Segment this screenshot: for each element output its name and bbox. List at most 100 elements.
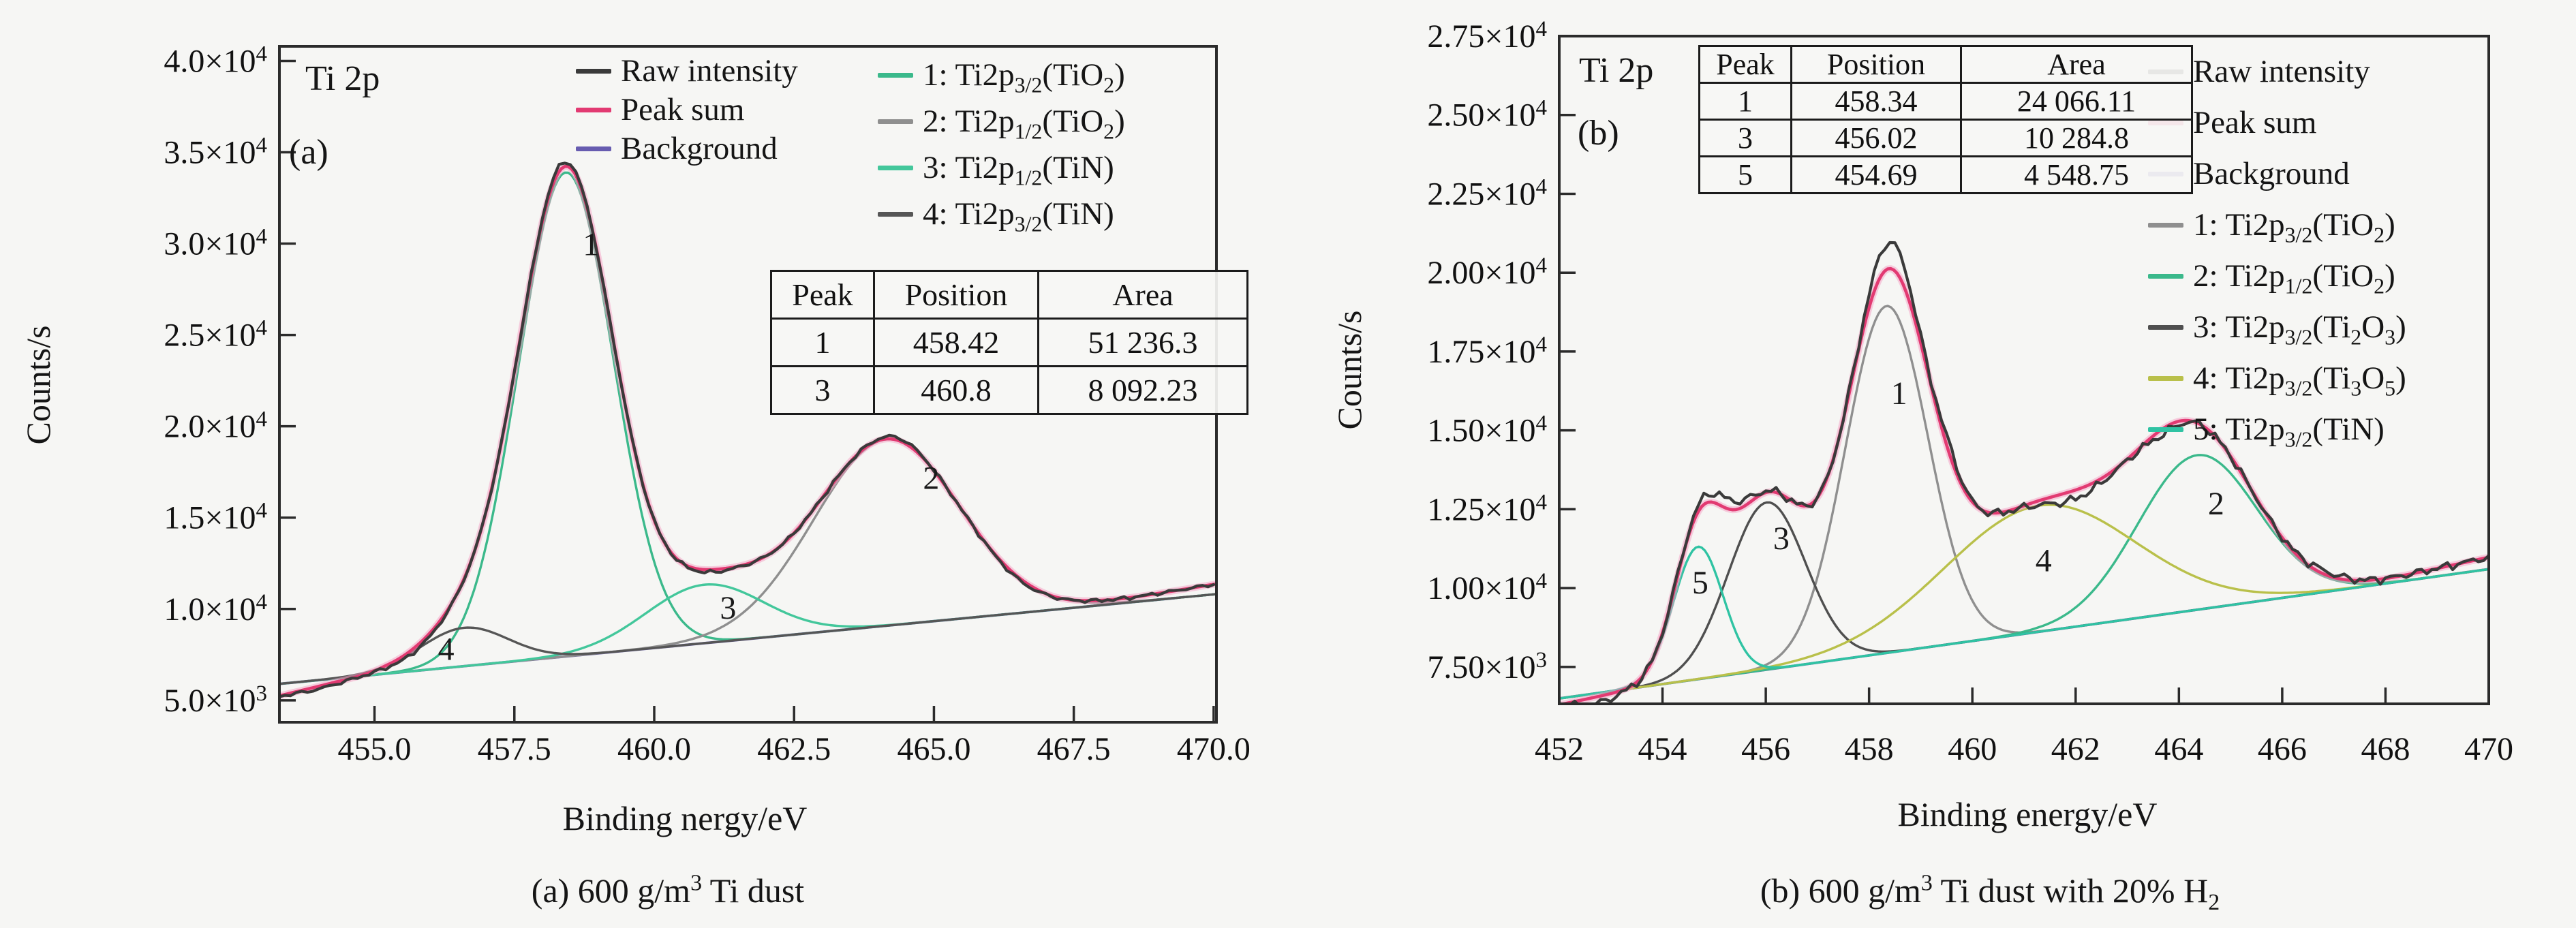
y-tick-label-b: 2.00×104​	[1427, 253, 1547, 291]
table-row: 5 454.69 4 548.75	[1698, 155, 2193, 194]
raw-intensity-line-b	[1559, 241, 2489, 704]
y-tick-label-a: 1.0×104​	[164, 590, 267, 628]
y-tick-label-b: 2.75×104​	[1427, 17, 1547, 55]
legend-item: Peak sum	[2148, 97, 2406, 149]
legend-item-label: Raw intensity	[2193, 54, 2370, 89]
table-cell: 3	[1698, 119, 1792, 157]
x-tick-label-a: 455.0	[338, 731, 412, 767]
table-header-position: Position	[873, 270, 1039, 320]
legend-line-swatch	[576, 146, 611, 151]
legend-item-label: Raw intensity	[621, 53, 798, 89]
legend-item: Raw intensity	[576, 52, 798, 91]
panel-tag-a: (a)	[289, 133, 328, 172]
table-cell: 8 092.23	[1037, 365, 1248, 415]
axes-box-b	[1558, 35, 2490, 705]
legend-column-a-0: Raw intensity Peak sum Background	[576, 52, 798, 168]
legend-item-label: 2: Ti2p1/2(TiO2)	[923, 103, 1125, 143]
legend-item-label: 3: Ti2p3/2(Ti2O3)	[2193, 309, 2406, 350]
legend-item-label: Peak sum	[621, 92, 745, 127]
x-tick-label-b: 468	[2361, 731, 2410, 767]
table-row: 3 460.8 8 092.23	[770, 365, 1248, 415]
x-tick-label-b: 458	[1845, 731, 1894, 767]
legend-item-label: 1: Ti2p3/2(TiO2)	[2193, 207, 2395, 247]
peak-sum-line-a	[279, 165, 1216, 698]
x-axis-label-b: Binding energy/eV	[1897, 795, 2158, 833]
table-row: 3 456.02 10 284.8	[1698, 119, 2193, 157]
legend-item: Peak sum	[576, 91, 798, 129]
legend-item: 5: Ti2p3/2(TiN)	[2148, 404, 2406, 455]
y-tick-label-b: 1.75×104​	[1427, 332, 1547, 370]
legend-item-label: 1: Ti2p3/2(TiO2)	[923, 57, 1125, 97]
legend-item: 4: Ti2p3/2(TiN)	[878, 191, 1125, 237]
legend-item: Raw intensity	[2148, 46, 2406, 97]
table-row: 1 458.34 24 066.11	[1698, 82, 2193, 121]
x-tick-label-a: 470.0	[1177, 731, 1251, 767]
legend-item-label: Background	[621, 131, 778, 166]
legend-item-label: Background	[2193, 156, 2350, 191]
legend-item-label: 4: Ti2p3/2(TiN)	[923, 196, 1114, 236]
y-tick-label-a: 4.0×104​	[164, 42, 267, 79]
component-5-line-b	[1559, 545, 2489, 700]
table-cell: 24 066.11	[1960, 82, 2193, 121]
x-tick-label-b: 466	[2258, 731, 2307, 767]
y-tick-label-a: 3.5×104​	[164, 134, 267, 171]
peak-label-4-a: 4	[438, 631, 455, 667]
legend-line-swatch	[2148, 274, 2183, 279]
raw-intensity-line-a	[279, 161, 1215, 698]
y-axis-label-a: Counts/s	[19, 325, 57, 445]
table-cell: 456.02	[1790, 119, 1962, 157]
table-cell: 10 284.8	[1960, 119, 2193, 157]
legend-item: 1: Ti2p3/2(TiO2)	[2148, 200, 2406, 251]
y-tick-label-a: 5.0×103​	[164, 681, 267, 719]
legend-line-swatch	[2148, 376, 2183, 381]
y-tick-label-b: 2.50×104​	[1427, 96, 1547, 134]
legend-item: 2: Ti2p1/2(TiO2)	[2148, 251, 2406, 302]
peak-label-5-b: 5	[1692, 565, 1708, 601]
legend-line-swatch	[878, 72, 913, 78]
x-axis-label-a: Binding nergy/eV	[562, 799, 808, 837]
legend-item: Background	[576, 129, 798, 168]
peak-label-3-b: 3	[1773, 521, 1790, 557]
legend-item: 3: Ti2p3/2(Ti2O3)	[2148, 302, 2406, 353]
plot-title-a: Ti 2p	[305, 59, 380, 98]
table-cell: 3	[770, 365, 875, 415]
table-header-peak: Peak	[770, 270, 875, 320]
x-tick-label-b: 462	[2051, 731, 2100, 767]
component-4-line-b	[1559, 504, 2489, 700]
peak-label-2-b: 2	[2208, 486, 2224, 522]
legend-item-label: 5: Ti2p3/2(TiN)	[2193, 412, 2385, 452]
legend-item: 2: Ti2p1/2(TiO2)	[878, 98, 1125, 144]
table-header-area: Area	[1960, 45, 2193, 84]
legend-item-label: 4: Ti2p3/2(Ti3O5)	[2193, 360, 2406, 401]
table-header-area: Area	[1037, 270, 1248, 320]
legend-column-a-1: 1: Ti2p3/2(TiO2) 2: Ti2p1/2(TiO2) 3: Ti2p1…	[878, 52, 1125, 237]
x-tick-label-a: 457.5	[478, 731, 551, 767]
y-tick-label-b: 1.00×104​	[1427, 569, 1547, 606]
legend-line-swatch	[878, 119, 913, 124]
legend-line-swatch	[878, 211, 913, 217]
x-tick-label-b: 456	[1741, 731, 1790, 767]
x-tick-label-b: 454	[1638, 731, 1687, 767]
legend-item-label: 3: Ti2p1/2(TiN)	[923, 149, 1114, 189]
plot-title-b: Ti 2p	[1579, 51, 1654, 90]
x-tick-label-b: 460	[1948, 731, 1997, 767]
table-cell: 4 548.75	[1960, 155, 2193, 194]
y-tick-label-b: 7.50×103​	[1427, 648, 1547, 685]
peak-label-1-a: 1	[583, 227, 599, 263]
legend-item-label: Peak sum	[2193, 105, 2317, 140]
y-tick-label-a: 2.0×104​	[164, 407, 267, 445]
y-tick-label-a: 3.0×104​	[164, 225, 267, 262]
x-tick-label-b: 452	[1535, 731, 1584, 767]
x-tick-label-a: 460.0	[617, 731, 691, 767]
legend-column-b-0: Raw intensity Peak sum Background 1: Ti2p3/…	[2148, 46, 2406, 455]
plot-area-a	[279, 161, 1216, 700]
table-row: 1 458.42 51 236.3	[770, 318, 1248, 367]
peak-table-b: Peak Position Area 1 458.34 24 066.11 3 456.02 1…	[1698, 45, 2193, 194]
peak-label-1-b: 1	[1891, 375, 1907, 412]
component-4-line-a	[279, 593, 1216, 685]
legend-line-swatch	[2148, 427, 2183, 432]
peak-label-2-a: 2	[923, 461, 939, 497]
legend-line-swatch	[2148, 325, 2183, 330]
